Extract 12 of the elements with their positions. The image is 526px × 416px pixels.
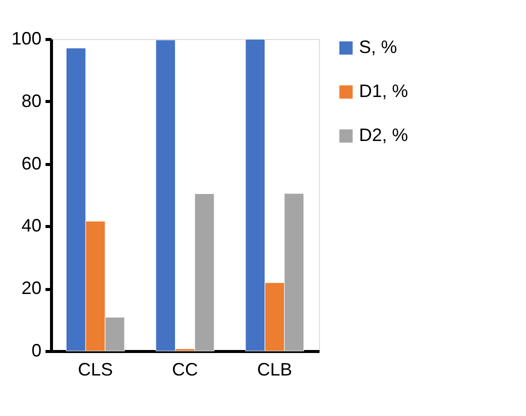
x-tick-label: CC — [172, 360, 198, 380]
y-tick-label: 80 — [21, 90, 42, 111]
legend-label: D2, % — [359, 125, 408, 145]
legend-label: S, % — [359, 37, 398, 57]
legend-label: D1, % — [359, 81, 408, 101]
x-tick-label: CLS — [78, 360, 113, 380]
y-tick-label: 0 — [31, 340, 42, 360]
y-tick-label: 100 — [11, 28, 42, 48]
y-tick-label: 60 — [21, 153, 42, 174]
x-tick-label: CLB — [257, 360, 292, 380]
y-tick-label: 20 — [21, 278, 42, 298]
y-tick-label: 40 — [21, 216, 42, 236]
